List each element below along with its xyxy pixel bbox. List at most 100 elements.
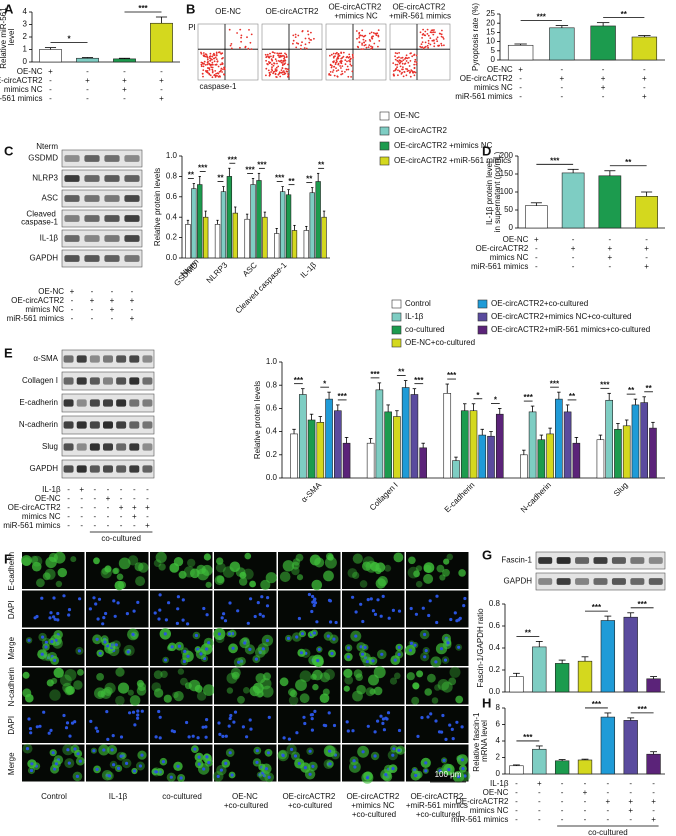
flow-dot	[249, 41, 252, 44]
blot-band	[116, 377, 127, 385]
nucleus	[381, 594, 385, 599]
nucleus	[68, 734, 72, 738]
flow-dot	[404, 58, 406, 60]
condition-sign: +	[130, 296, 135, 305]
blot-band	[104, 175, 120, 182]
condition-sign: +	[608, 244, 613, 253]
flow-dot	[403, 71, 406, 73]
legend-swatch	[391, 338, 402, 348]
nucleus	[49, 611, 53, 615]
cell	[252, 682, 264, 694]
x-tick-label: N-cadherin	[519, 481, 553, 515]
nucleus	[140, 753, 144, 757]
nucleus	[435, 620, 439, 625]
nucleus	[381, 717, 385, 721]
condition-sign: +	[642, 74, 647, 83]
flow-dot	[213, 57, 216, 60]
flow-dot	[216, 74, 218, 77]
significance-label: ***	[550, 156, 560, 165]
flow-dot	[206, 61, 209, 64]
flow-dot	[273, 52, 276, 54]
cell	[423, 573, 434, 584]
nucleus	[391, 608, 395, 613]
nucleus	[49, 728, 53, 733]
blot-label: GAPDH	[30, 254, 59, 263]
significance-label: ***	[257, 160, 267, 169]
cell	[196, 691, 207, 701]
flow-dot	[413, 67, 416, 70]
flow-dot	[350, 64, 353, 67]
bar	[150, 22, 173, 63]
nucleus	[365, 776, 369, 780]
cell	[411, 696, 420, 705]
flow-dot	[399, 59, 402, 62]
cell	[183, 566, 195, 578]
y-tick-label: 10	[486, 37, 495, 46]
micrograph-row-label: DAPI	[7, 600, 16, 619]
condition-sign: -	[123, 94, 126, 103]
cell	[104, 565, 112, 573]
flow-dot	[285, 53, 288, 56]
nucleus	[42, 710, 46, 714]
flow-dot	[429, 37, 432, 39]
flow-dot	[397, 74, 399, 77]
nucleus	[353, 765, 357, 769]
flow-dot	[433, 45, 436, 48]
cell	[203, 684, 215, 696]
flow-dot	[304, 43, 307, 46]
nucleus	[62, 594, 66, 598]
nucleus	[428, 599, 432, 603]
condition-sign: -	[94, 485, 97, 494]
condition-sign: -	[49, 76, 52, 85]
legend-swatch	[379, 156, 390, 166]
cell	[163, 694, 172, 703]
flow-dot	[342, 55, 345, 58]
cell	[446, 553, 454, 561]
cell	[172, 691, 179, 699]
nucleus	[267, 715, 271, 720]
nucleus	[67, 761, 71, 765]
micrograph-column-label: IL-1β	[109, 792, 128, 801]
flow-dot	[202, 75, 204, 78]
condition-sign: -	[111, 287, 114, 296]
condition-sign: -	[515, 806, 518, 815]
nucleus	[346, 729, 350, 733]
nucleus	[311, 594, 315, 599]
flow-dot	[392, 74, 395, 76]
y-tick-label: 0.4	[266, 427, 278, 436]
flow-dot	[303, 47, 306, 49]
condition-sign: -	[71, 305, 74, 314]
blot-band	[103, 377, 113, 385]
panel-label: C	[4, 143, 14, 158]
nucleus	[216, 774, 220, 779]
flow-dot	[367, 46, 370, 48]
cell	[279, 571, 291, 583]
nucleus	[158, 593, 162, 597]
flow-dot	[332, 52, 335, 55]
cell	[55, 580, 63, 588]
flow-dot	[337, 55, 340, 58]
flow-dot	[406, 70, 409, 72]
condition-name: OE-circACTR2	[456, 797, 509, 806]
y-tick-label: 0.6	[166, 192, 178, 201]
blot-band	[64, 235, 80, 242]
condition-sign: -	[561, 83, 564, 92]
y-tick-label: 20	[486, 18, 495, 27]
flow-dot	[392, 62, 395, 64]
flow-dot	[215, 63, 218, 66]
legend-swatch	[379, 141, 390, 151]
nucleus	[397, 609, 402, 613]
cell	[288, 695, 299, 706]
blot-band	[103, 465, 113, 473]
blot-band	[64, 175, 80, 182]
significance-label: **	[625, 158, 632, 167]
y-tick-label: 0.8	[489, 599, 501, 608]
panel-label: D	[482, 143, 491, 158]
condition-sign: -	[535, 244, 538, 253]
blot-label: Collagen I	[22, 376, 58, 385]
legend-label: co-cultured	[405, 325, 445, 334]
nucleus	[281, 753, 285, 758]
blot-band	[84, 195, 100, 202]
flow-dot	[265, 56, 268, 59]
flow-dot	[310, 31, 312, 34]
